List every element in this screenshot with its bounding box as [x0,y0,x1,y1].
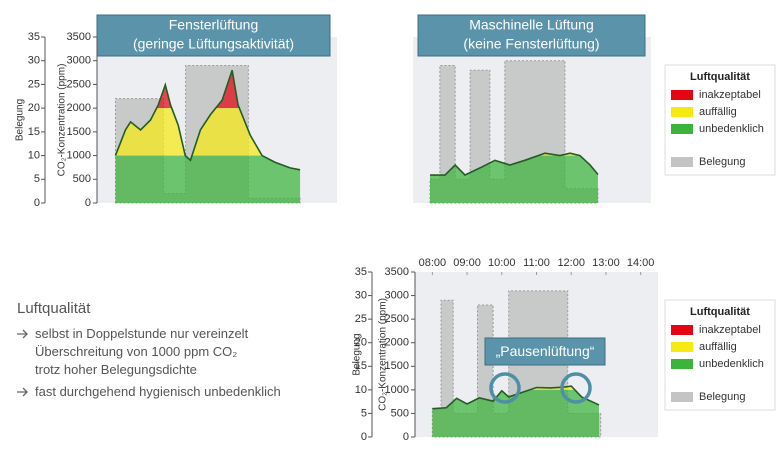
x-tick-label: 09:00 [453,257,481,269]
y-axis-label: CO₂-Konzentration (ppm) [378,298,389,411]
legend-title: Luftqualität [690,306,750,318]
y2-tick-label: 10 [28,149,40,161]
legend-swatch [671,157,693,167]
sidebar-title: Luftqualität [17,300,91,317]
y-tick-label: 2000 [385,337,409,349]
legend-label: inakzeptabel [699,324,761,336]
legend-label: unbedenklich [699,123,764,135]
legend-swatch [671,359,693,369]
co2-area [115,155,301,203]
y2-tick-label: 30 [355,289,367,301]
legend-box [664,64,776,176]
y-tick-label: 3500 [385,266,409,278]
y2-tick-label: 35 [28,31,40,43]
legend-swatch [671,392,693,402]
y2-tick-label: 15 [355,360,367,372]
y-tick-label: 1000 [67,149,91,161]
y-tick-label: 0 [85,197,91,209]
legend-label: auffällig [699,106,737,118]
y-axis-label: CO₂-Konzentration (ppm) [57,64,68,177]
co2-area [430,155,598,203]
y2-tick-label: 0 [361,431,367,443]
y2-tick-label: 0 [34,197,40,209]
bullet-arrow [17,387,28,397]
bullet-line: trotz hoher Belegungsdichte [35,362,197,377]
legend-swatch [671,90,693,100]
legend-swatch [671,107,693,117]
legend-label: Belegung [699,156,746,168]
y-tick-label: 0 [403,431,409,443]
y-tick-label: 3500 [67,31,91,43]
y2-tick-label: 15 [28,126,40,138]
chart-title: Fensterlüftung [169,17,259,33]
chart-title: Maschinelle Lüftung [469,17,594,33]
y2-tick-label: 25 [355,313,367,325]
y-tick-label: 2500 [67,78,91,90]
y-tick-label: 1500 [385,360,409,372]
y-tick-label: 500 [391,407,409,419]
title-box [96,14,331,57]
co2-area [432,389,599,437]
y2-tick-label: 20 [28,102,40,114]
co2-line [432,385,600,410]
y-tick-label: 3000 [385,289,409,301]
title-box [417,14,646,57]
co2-area [115,108,263,156]
bullet-line: fast durchgehend hygienisch unbedenklich [35,384,281,399]
x-tick-label: 12:00 [557,257,585,269]
y-tick-label: 1500 [67,126,91,138]
y2-axis-label: Belegung [352,333,363,375]
y2-tick-label: 5 [361,407,367,419]
legend-swatch [671,325,693,335]
y-tick-label: 2000 [67,102,91,114]
y2-tick-label: 25 [28,78,40,90]
co2-line [430,152,599,176]
bullet-line: Überschreitung von 1000 ppm CO₂ [35,344,238,359]
annotation-box [484,337,606,366]
x-tick-label: 08:00 [419,257,447,269]
x-tick-label: 14:00 [627,257,655,269]
y-tick-label: 3000 [67,55,91,67]
y2-axis-label: Belegung [15,99,26,141]
bullet: fast durchgehend hygienisch unbedenklich [17,383,347,401]
legend-title: Luftqualität [690,71,750,83]
x-tick-label: 13:00 [592,257,620,269]
bullet-text: selbst in Doppelstunde nur vereinzelt Übe… [35,325,248,379]
legend-label: auffällig [699,341,737,353]
y2-tick-label: 30 [28,55,40,67]
y2-tick-label: 10 [355,384,367,396]
y-tick-label: 500 [73,173,91,185]
chart-title: (keine Fensterlüftung) [463,36,599,52]
legend-label: inakzeptabel [699,89,761,101]
co2-line [114,69,301,171]
legend-swatch [671,342,693,352]
bullet: selbst in Doppelstunde nur vereinzelt Übe… [17,325,347,379]
y-tick-label: 1000 [385,384,409,396]
y-tick-label: 2500 [385,313,409,325]
x-tick-label: 11:00 [523,257,550,269]
highlight-circle [489,372,521,404]
legend-label: unbedenklich [699,358,764,370]
bullet-line: selbst in Doppelstunde nur vereinzelt [35,326,249,341]
y2-tick-label: 35 [355,266,367,278]
sidebar: Luftqualität selbst in Doppelstunde nur … [17,300,347,405]
x-tick-label: 10:00 [488,257,516,269]
legend-swatch [671,124,693,134]
legend-box [664,299,776,411]
chart-title: (geringe Lüftungsaktivität) [133,36,294,52]
legend-label: Belegung [699,391,746,403]
annotation: „Pausenlüftung“ [496,343,595,359]
y2-tick-label: 5 [34,173,40,185]
bullet-arrow [17,329,28,339]
y2-tick-label: 20 [355,337,367,349]
bullet-text: fast durchgehend hygienisch unbedenklich [35,383,281,401]
highlight-circle [560,372,592,404]
